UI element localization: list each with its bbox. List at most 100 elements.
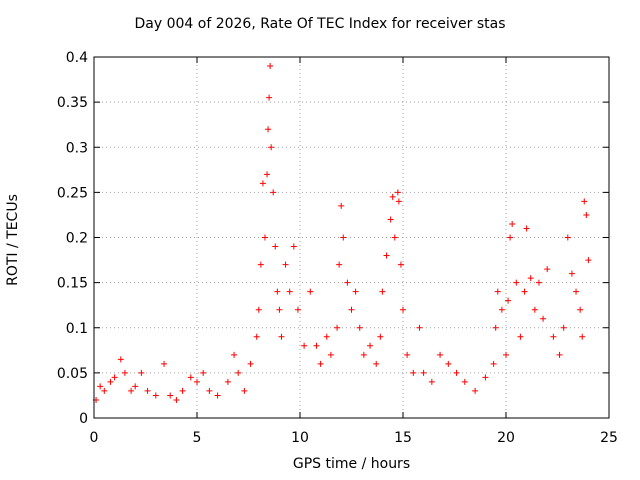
data-point	[235, 369, 242, 376]
x-tick-label: 5	[193, 430, 202, 446]
data-point	[379, 288, 386, 295]
data-point	[278, 333, 285, 340]
data-point	[482, 374, 489, 381]
data-point	[556, 351, 563, 358]
data-point	[404, 351, 411, 358]
data-point	[453, 369, 460, 376]
data-point	[132, 383, 139, 390]
data-point	[344, 279, 351, 286]
data-point	[334, 324, 341, 331]
data-point	[395, 198, 402, 205]
data-point	[367, 342, 374, 349]
data-point	[490, 360, 497, 367]
data-point	[348, 306, 355, 313]
data-point	[509, 220, 516, 227]
data-point	[517, 333, 524, 340]
x-tick-label: 20	[497, 430, 515, 446]
data-point	[428, 378, 435, 385]
data-point	[268, 144, 275, 151]
data-point	[544, 266, 551, 273]
data-point	[505, 297, 512, 304]
y-tick-label: 0.2	[66, 231, 88, 247]
data-point	[206, 387, 213, 394]
data-point	[394, 189, 401, 196]
data-point	[531, 306, 538, 313]
data-point	[494, 288, 501, 295]
data-point	[261, 234, 268, 241]
data-point	[577, 306, 584, 313]
data-point	[523, 225, 530, 232]
data-point	[144, 387, 151, 394]
data-point	[540, 315, 547, 322]
data-point	[276, 306, 283, 313]
data-point	[313, 342, 320, 349]
data-point	[265, 126, 272, 133]
data-point	[274, 288, 281, 295]
data-point	[224, 378, 231, 385]
axis-ticks: 0 0.05 0.1 0.15 0.2 0.25 0.3 0.35 0.4 0 5 10 15 20 25	[57, 50, 618, 446]
data-point	[527, 275, 534, 282]
data-point	[507, 234, 514, 241]
data-point	[352, 288, 359, 295]
data-point	[241, 387, 248, 394]
data-point	[360, 351, 367, 358]
data-point	[585, 257, 592, 264]
data-point	[173, 396, 180, 403]
data-point	[200, 369, 207, 376]
grid-lines	[94, 57, 609, 418]
data-point	[579, 333, 586, 340]
data-point	[391, 234, 398, 241]
data-point	[356, 324, 363, 331]
data-point	[286, 288, 293, 295]
data-point	[179, 387, 186, 394]
data-point	[117, 356, 124, 363]
data-point	[301, 342, 308, 349]
data-point	[282, 261, 289, 268]
data-point	[377, 333, 384, 340]
y-tick-label: 0.35	[57, 95, 88, 111]
data-point	[521, 288, 528, 295]
data-point	[513, 279, 520, 286]
data-point	[535, 279, 542, 286]
data-point	[373, 360, 380, 367]
data-point	[389, 193, 396, 200]
data-point	[214, 392, 221, 399]
data-point	[138, 369, 145, 376]
y-tick-label: 0.4	[66, 50, 88, 66]
data-point	[121, 369, 128, 376]
data-point	[107, 378, 114, 385]
data-point	[317, 360, 324, 367]
x-tick-label: 10	[291, 430, 309, 446]
data-point	[259, 180, 266, 187]
data-point	[573, 288, 580, 295]
data-point	[128, 387, 135, 394]
data-point	[492, 324, 499, 331]
data-point	[461, 378, 468, 385]
x-axis-label: GPS time / hours	[292, 456, 411, 472]
data-point	[568, 270, 575, 277]
data-point	[564, 234, 571, 241]
data-point	[247, 360, 254, 367]
data-point	[111, 374, 118, 381]
data-point	[97, 383, 104, 390]
data-point	[253, 333, 260, 340]
chart-title: Day 004 of 2026, Rate Of TEC Index for r…	[134, 16, 506, 32]
data-point	[272, 243, 279, 250]
data-point	[290, 243, 297, 250]
data-point	[270, 189, 277, 196]
data-point	[267, 63, 274, 70]
data-point	[581, 198, 588, 205]
y-tick-label: 0	[79, 411, 88, 427]
y-tick-label: 0.05	[57, 366, 88, 382]
y-tick-label: 0.15	[57, 276, 88, 292]
data-point	[472, 387, 479, 394]
data-point	[420, 369, 427, 376]
data-point	[294, 306, 301, 313]
x-tick-label: 0	[90, 430, 99, 446]
data-point	[167, 392, 174, 399]
data-point	[307, 288, 314, 295]
x-tick-label: 25	[600, 430, 618, 446]
data-point	[445, 360, 452, 367]
data-point	[231, 351, 238, 358]
